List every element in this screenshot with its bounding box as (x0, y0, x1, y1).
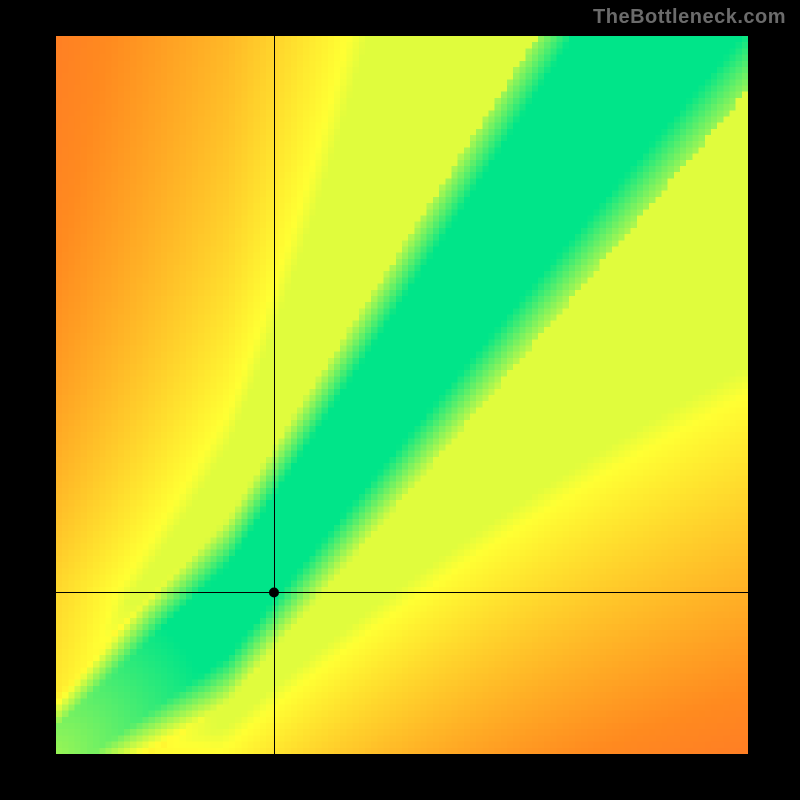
watermark-text: TheBottleneck.com (593, 6, 786, 29)
chart-frame: TheBottleneck.com (0, 0, 800, 800)
crosshair-overlay (56, 36, 748, 754)
